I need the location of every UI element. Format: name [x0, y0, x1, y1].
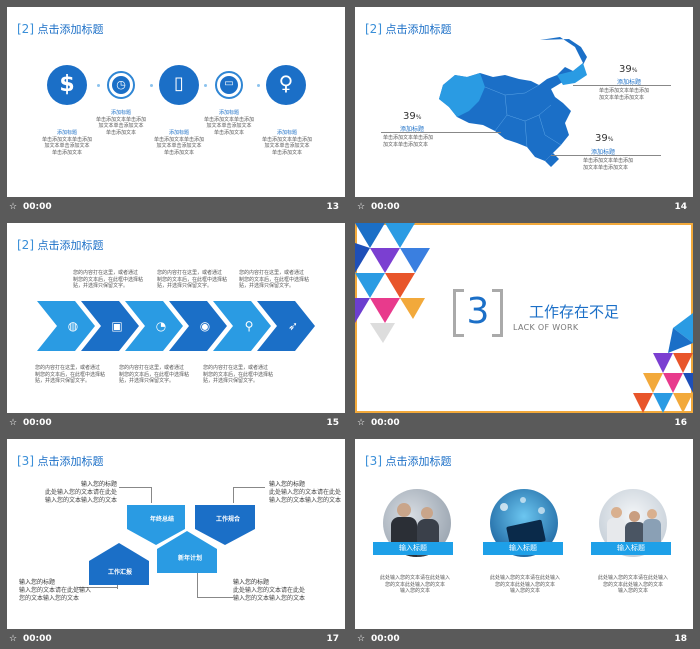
step-text-bottom-3: 您的内容打在这里，或者通过 制您的文本后，在此框中选择粘 贴，并选择只保留文字。	[203, 365, 274, 384]
slide-canvas: [2] 点击添加标题 39% 添加标题 单击添加文本单击添加 加文本单击添加文本 …	[355, 7, 693, 197]
step-text-top-1: 您的内容打在这里，或者通过 制您的文本后，在此框中选择粘 贴，并选择只保留文字。	[73, 270, 144, 289]
slide-thumbnail-16[interactable]: 3 工作存在不足 LACK OF WORK ☆ 00:00 16	[355, 223, 693, 434]
slide-info-bar: ☆ 00:00 17	[7, 629, 345, 649]
china-map	[439, 37, 587, 167]
slide-thumbnail-17[interactable]: [3] 点击添加标题 年终总结 工作规合 工作汇报 新年计划 输入您的标题 此处输…	[7, 439, 345, 649]
shape-label: 新年计划	[177, 555, 202, 562]
slide-title: [2] 点击添加标题	[17, 22, 104, 36]
item-text-5: 添加标题 单击添加文本单击添加 加文本单击添加文本 单击添加文本	[261, 130, 312, 156]
card-label: 输入标题	[483, 542, 563, 555]
step-text-bottom-2: 您的内容打在这里，或者通过 制您的文本后，在此框中选择粘 贴，并选择只保留文字。	[119, 365, 190, 384]
slide-info-bar: ☆ 00:00 13	[7, 197, 345, 218]
slide-number: 16	[674, 418, 687, 428]
chevron-process	[37, 301, 315, 351]
slide-canvas: [2] 点击添加标题 ◍ ▣ ◔ ◉ ⚲ ➶ 您的内容打在这里，或者通过 制您的文…	[7, 223, 345, 413]
slide-timing: 00:00	[23, 418, 52, 428]
item-text-2: 添加标题 单击添加文本单击添加 加文本单击添加文本 单击添加文本	[95, 110, 146, 136]
slide-canvas: [3] 点击添加标题 年终总结 工作规合 工作汇报 新年计划 输入您的标题 此处输…	[7, 439, 345, 629]
slide-title: [3] 点击添加标题	[365, 454, 452, 468]
item-text-3: 添加标题 单击添加文本单击添加 加文本单击添加文本 单击添加文本	[153, 130, 204, 156]
card-label: 输入标题	[373, 542, 453, 555]
slide-info-bar: ☆ 00:00 14	[355, 197, 693, 218]
star-icon[interactable]: ☆	[357, 418, 366, 428]
slide-timing: 00:00	[371, 634, 400, 644]
section-title: 工作存在不足	[529, 303, 620, 321]
slide-thumbnail-15[interactable]: [2] 点击添加标题 ◍ ▣ ◔ ◉ ⚲ ➶ 您的内容打在这里，或者通过 制您的文…	[7, 223, 345, 434]
slide-number: 13	[326, 202, 339, 212]
connector-dot	[204, 84, 207, 87]
card-text: 此处输入您的文本请在此处输入 您的文本此处输入您的文本 输入您的文本	[597, 575, 668, 594]
slide-number: 17	[326, 634, 339, 644]
globe-icon: ◍	[67, 319, 79, 333]
slide-info-bar: ☆ 00:00 18	[355, 629, 693, 649]
slide-info-bar: ☆ 00:00 16	[355, 413, 693, 434]
slide-timing: 00:00	[23, 634, 52, 644]
star-icon[interactable]: ☆	[9, 202, 18, 212]
dollar-icon: $	[47, 65, 87, 105]
star-icon[interactable]: ☆	[9, 634, 18, 644]
clock-icon: ◷	[107, 71, 135, 99]
lightbulb-icon: ♀	[266, 65, 306, 105]
slide-thumbnail-18[interactable]: [3] 点击添加标题 输入标题 此处输入您的文本请在此处输入 您的文本此处输入您的…	[355, 439, 693, 649]
phone-icon: ▯	[159, 65, 199, 105]
slide-info-bar: ☆ 00:00 15	[7, 413, 345, 434]
slide-canvas: [2] 点击添加标题 $ ◷ ▯ ▭ ♀ 添加标题 单击添加文本单击添加 加文本单击…	[7, 7, 345, 197]
triangle-decoration-right	[633, 313, 693, 413]
slide-number: 15	[326, 418, 339, 428]
slide-title: [2] 点击添加标题	[17, 238, 104, 252]
star-icon[interactable]: ☆	[9, 418, 18, 428]
callout-bottom-left: 输入您的标题 输入您的文本请在此处输入 您的文本输入您的文本	[19, 579, 92, 602]
callout-top-left: 输入您的标题 此处输入您的文本请在此处 输入您的文本输入您的文本	[44, 481, 117, 504]
connector-dot	[97, 84, 100, 87]
callout-bottom-right: 输入您的标题 此处输入您的文本请在此处 输入您的文本输入您的文本	[233, 579, 306, 602]
slide-title: [3] 点击添加标题	[17, 454, 104, 468]
slide-number: 14	[674, 202, 687, 212]
pin-icon: ◉	[199, 319, 211, 333]
pentagon-diagram	[89, 505, 255, 585]
step-text-top-3: 您的内容打在这里，或者通过 制您的文本后，在此框中选择粘 贴，并选择只保留文字。	[239, 270, 310, 289]
star-icon[interactable]: ☆	[357, 202, 366, 212]
shape-label: 工作规合	[215, 516, 240, 523]
lock-icon: ▣	[111, 319, 123, 333]
monitor-icon: ▭	[215, 71, 243, 99]
search-icon: ⚲	[244, 319, 254, 333]
slide-title: [2] 点击添加标题	[365, 22, 452, 36]
step-text-top-2: 您的内容打在这里，或者通过 制您的文本后，在此框中选择粘 贴，并选择只保留文字。	[157, 270, 228, 289]
card-text: 此处输入您的文本请在此处输入 您的文本此处输入您的文本 输入您的文本	[489, 575, 560, 594]
callout-top-right: 输入您的标题 此处输入您的文本请在此处 输入您的文本输入您的文本	[269, 481, 342, 504]
section-number-bracket: 3	[453, 289, 503, 337]
slide-number: 18	[674, 634, 687, 644]
shape-label: 年终总结	[149, 516, 174, 523]
slide-canvas: [3] 点击添加标题 输入标题 此处输入您的文本请在此处输入 您的文本此处输入您的…	[355, 439, 693, 629]
shape-label: 工作汇报	[107, 569, 132, 576]
timer-icon: ◔	[155, 319, 167, 333]
star-icon[interactable]: ☆	[357, 634, 366, 644]
slide-thumbnail-13[interactable]: [2] 点击添加标题 $ ◷ ▯ ▭ ♀ 添加标题 单击添加文本单击添加 加文本单击…	[7, 7, 345, 218]
step-text-bottom-1: 您的内容打在这里，或者通过 制您的文本后，在此框中选择粘 贴，并选择只保留文字。	[35, 365, 106, 384]
section-subtitle: LACK OF WORK	[513, 323, 579, 332]
slide-timing: 00:00	[23, 202, 52, 212]
slide-timing: 00:00	[371, 202, 400, 212]
card-label: 输入标题	[591, 542, 671, 555]
triangle-decoration-left	[355, 223, 430, 343]
rocket-icon: ➶	[287, 319, 299, 333]
connector-dot	[150, 84, 153, 87]
item-text-4: 添加标题 单击添加文本单击添加 加文本单击添加文本 单击添加文本	[203, 110, 254, 136]
slide-timing: 00:00	[371, 418, 400, 428]
slide-canvas: 3 工作存在不足 LACK OF WORK	[355, 223, 693, 413]
section-number: 3	[466, 291, 490, 332]
connector-dot	[257, 84, 260, 87]
slide-thumbnail-14[interactable]: [2] 点击添加标题 39% 添加标题 单击添加文本单击添加 加文本单击添加文本 …	[355, 7, 693, 218]
item-text-1: 添加标题 单击添加文本单击添加 加文本单击添加文本 单击添加文本	[41, 130, 92, 156]
card-text: 此处输入您的文本请在此处输入 您的文本此处输入您的文本 输入您的文本	[379, 575, 450, 594]
